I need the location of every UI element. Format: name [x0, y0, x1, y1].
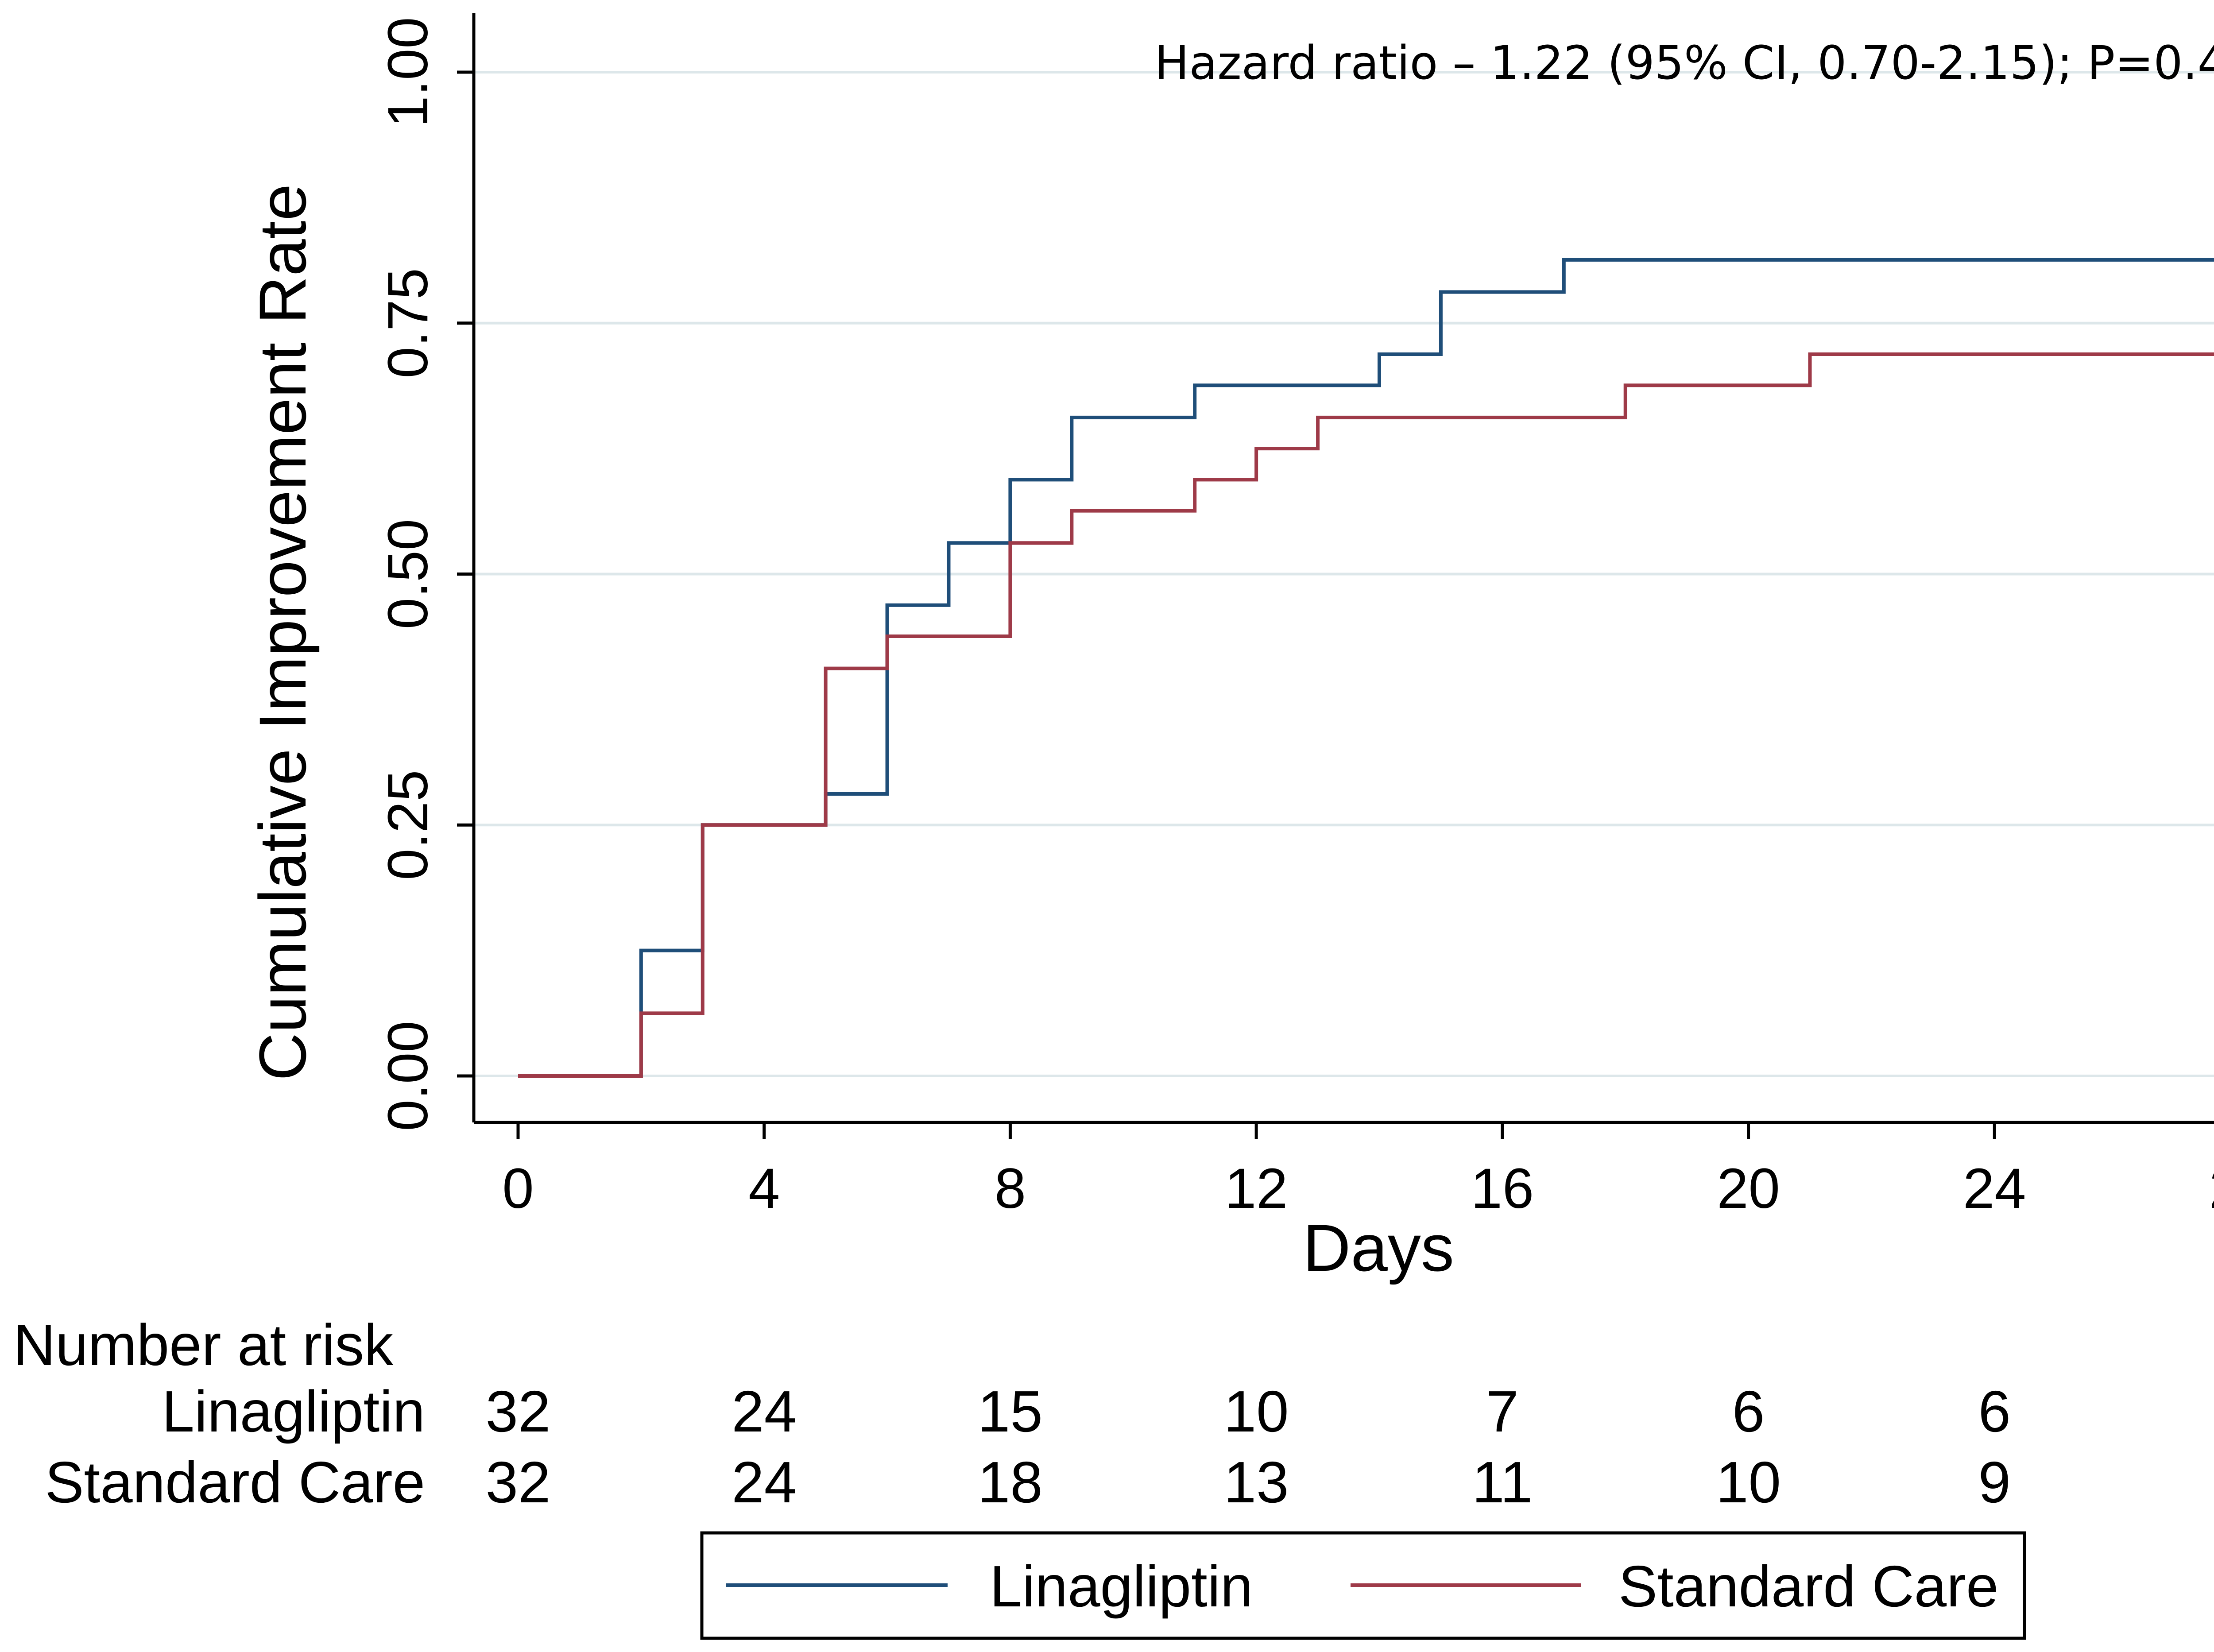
- risk-table-rows: Linagliptin322415107666Standard Care3224…: [45, 1379, 2011, 1515]
- y-axis-title: Cumulative Improvement Rate: [245, 184, 320, 1081]
- legend-label-standard-care: Standard Care: [1618, 1554, 1999, 1619]
- y-tick-label: 1.00: [376, 17, 440, 127]
- risk-value: 24: [732, 1450, 797, 1515]
- x-tick-label: 16: [1471, 1157, 1534, 1220]
- risk-value: 13: [1224, 1450, 1289, 1515]
- legend: Linagliptin Standard Care: [700, 1531, 2026, 1640]
- risk-value: 32: [486, 1450, 551, 1515]
- hazard-ratio-annotation: Hazard ratio – 1.22 (95% CI, 0.70-2.15);…: [1154, 36, 2214, 90]
- risk-value: 6: [1732, 1379, 1765, 1444]
- x-axis-ticks: 0 4 8 12 16 20 24 28: [502, 1122, 2214, 1220]
- x-tick-label: 12: [1225, 1157, 1288, 1220]
- y-axis-ticks: 0.00 0.25 0.50 0.75 1.00: [376, 17, 474, 1131]
- risk-value: 32: [486, 1379, 551, 1444]
- legend-label-linagliptin: Linagliptin: [990, 1554, 1253, 1619]
- series-lines: [518, 258, 2214, 1078]
- x-tick-label: 24: [1963, 1157, 2026, 1220]
- x-tick-label: 8: [995, 1157, 1026, 1220]
- risk-row-label: Linagliptin: [162, 1379, 425, 1444]
- risk-value: 9: [1978, 1450, 2011, 1515]
- risk-value: 7: [1486, 1379, 1518, 1444]
- risk-value: 15: [978, 1379, 1043, 1444]
- y-tick-label: 0.25: [376, 770, 440, 880]
- risk-row-label: Standard Care: [45, 1450, 425, 1515]
- series-line-standard-care: [518, 352, 2214, 1078]
- x-axis-title: Days: [1303, 1211, 1454, 1285]
- y-tick-label: 0.00: [376, 1021, 440, 1131]
- risk-value: 11: [1472, 1450, 1533, 1515]
- risk-value: 10: [1224, 1379, 1289, 1444]
- y-tick-label: 0.50: [376, 519, 440, 629]
- x-tick-label: 0: [502, 1157, 534, 1220]
- risk-value: 18: [978, 1450, 1043, 1515]
- y-tick-label: 0.75: [376, 268, 440, 378]
- risk-value: 6: [1978, 1379, 2011, 1444]
- number-at-risk-table: Number at risk Linagliptin322415107666St…: [13, 1312, 2011, 1515]
- x-tick-label: 28: [2209, 1157, 2214, 1220]
- x-tick-label: 20: [1717, 1157, 1780, 1220]
- risk-value: 24: [732, 1379, 797, 1444]
- risk-table-title: Number at risk: [13, 1312, 394, 1377]
- x-tick-label: 4: [748, 1157, 780, 1220]
- risk-value: 10: [1716, 1450, 1781, 1515]
